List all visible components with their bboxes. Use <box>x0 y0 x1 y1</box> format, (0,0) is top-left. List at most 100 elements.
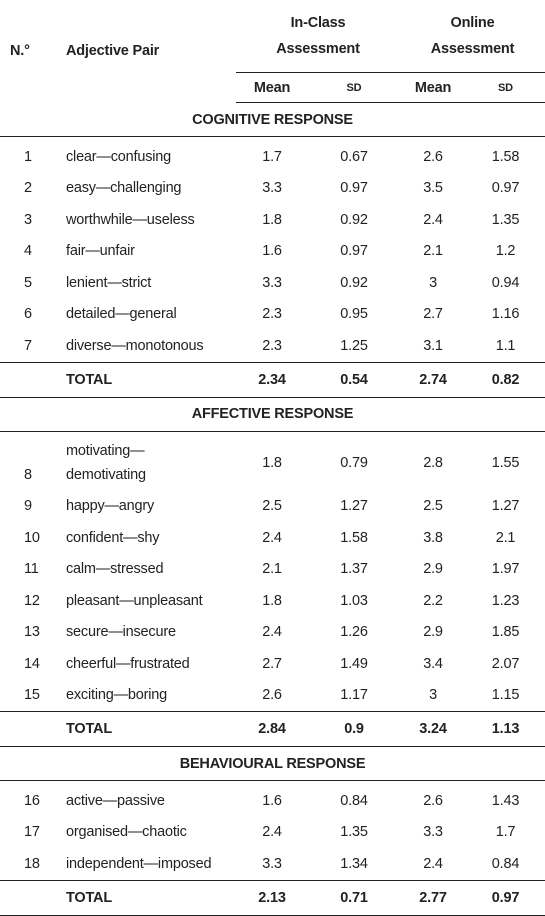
in-class-mean: 2.4 <box>262 824 282 841</box>
adjective-pair: confident—shy <box>66 529 160 546</box>
in-class-sd: 0.97 <box>340 243 368 260</box>
online-mean: 2.9 <box>423 624 443 641</box>
table-row: 8 motivating— demotivating 1.8 0.79 2.8 … <box>0 431 545 491</box>
row-number: 10 <box>24 529 40 546</box>
in-class-mean: 2.3 <box>262 337 282 354</box>
in-class-sd: 1.34 <box>340 855 368 872</box>
adjective-pair: secure—insecure <box>66 624 176 641</box>
online-sd: 0.84 <box>491 855 520 872</box>
adjective-pair: worthwhile—useless <box>66 211 195 228</box>
adjective-pair: motivating— demotivating <box>58 431 236 491</box>
in-class-sd: 0.92 <box>340 211 368 228</box>
online-sd: 0.94 <box>491 274 520 291</box>
adjective-pair: exciting—boring <box>66 687 167 704</box>
table-row: 9 happy—angry 2.5 1.27 2.5 1.27 <box>0 491 545 523</box>
adjective-pair: detailed—general <box>66 306 177 323</box>
section-title-affective: AFFECTIVE RESPONSE <box>0 397 545 432</box>
online-mean: 3.3 <box>423 824 443 841</box>
in-class-mean: 1.8 <box>262 592 282 609</box>
table-row: 18 independent—imposed 3.3 1.34 2.4 0.84 <box>0 848 545 880</box>
adjective-pair: diverse—monotonous <box>66 337 204 354</box>
table-row: 1 clear—confusing 1.7 0.67 2.6 1.58 <box>0 137 545 173</box>
online-mean: 2.4 <box>423 211 443 228</box>
online-sd: 1.85 <box>491 624 520 641</box>
in-class-mean-header: Mean <box>236 72 308 103</box>
total-in-class-sd: 0.9 <box>308 711 400 747</box>
online-sd: 0.97 <box>491 180 520 197</box>
total-in-class-sd: 0.71 <box>308 879 400 916</box>
online-sd: 1.43 <box>491 792 520 809</box>
online-sd: 1.27 <box>491 498 520 515</box>
table-row: 10 confident—shy 2.4 1.58 3.8 2.1 <box>0 522 545 554</box>
in-class-mean: 2.1 <box>262 561 282 578</box>
row-number: 18 <box>24 855 40 872</box>
online-sd: 1.97 <box>491 561 520 578</box>
row-number: 3 <box>24 211 32 228</box>
adjective-pair: happy—angry <box>66 498 155 515</box>
total-online-mean: 2.74 <box>400 361 466 398</box>
total-online-mean: 2.77 <box>400 879 466 916</box>
adjective-pair: active—passive <box>66 792 165 809</box>
online-sd: 1.16 <box>491 306 520 323</box>
table-row: 11 calm—stressed 2.1 1.37 2.9 1.97 <box>0 554 545 586</box>
in-class-sd: 0.67 <box>340 148 368 165</box>
in-class-mean: 1.6 <box>262 792 282 809</box>
row-number: 13 <box>24 624 40 641</box>
online-mean: 3.8 <box>423 529 443 546</box>
online-sd: 1.15 <box>491 687 520 704</box>
online-mean: 2.2 <box>423 592 443 609</box>
adjective-pair: fair—unfair <box>66 243 135 260</box>
in-class-sd: 0.92 <box>340 274 368 291</box>
in-class-sd: 1.26 <box>340 624 368 641</box>
online-sd: 1.2 <box>495 243 516 260</box>
adjective-pair: clear—confusing <box>66 148 171 165</box>
adjective-pair: easy—challenging <box>66 180 182 197</box>
row-number: 11 <box>24 561 39 578</box>
total-online-sd: 0.97 <box>466 879 545 916</box>
section-title-behavioural: BEHAVIOURAL RESPONSE <box>0 746 545 781</box>
total-row-behavioural: TOTAL 2.13 0.71 2.77 0.97 <box>0 879 545 916</box>
online-mean: 3 <box>429 274 437 291</box>
online-mean: 2.4 <box>423 855 443 872</box>
row-number: 12 <box>24 592 40 609</box>
in-class-sd: 0.97 <box>340 180 368 197</box>
online-sd: 1.35 <box>491 211 520 228</box>
total-row-spacer <box>0 711 58 747</box>
row-number: 7 <box>24 337 32 354</box>
row-number: 17 <box>24 824 40 841</box>
in-class-sd: 1.49 <box>340 655 368 672</box>
in-class-sd-header: SD <box>308 72 400 103</box>
in-class-title-line1: In-Class <box>290 15 346 31</box>
in-class-mean: 1.7 <box>262 148 282 165</box>
online-sd: 1.7 <box>495 824 516 841</box>
total-online-sd: 0.82 <box>466 361 545 398</box>
total-in-class-mean: 2.34 <box>236 361 308 398</box>
row-number: 6 <box>24 306 32 323</box>
in-class-mean: 2.4 <box>262 624 282 641</box>
online-mean-header: Mean <box>400 72 466 103</box>
table-row: 16 active—passive 1.6 0.84 2.6 1.43 <box>0 781 545 817</box>
in-class-sd: 1.35 <box>340 824 368 841</box>
table-row: 6 detailed—general 2.3 0.95 2.7 1.16 <box>0 299 545 331</box>
total-row-affective: TOTAL 2.84 0.9 3.24 1.13 <box>0 711 545 747</box>
total-row-spacer <box>0 361 58 398</box>
total-label: TOTAL <box>58 879 236 916</box>
in-class-mean: 1.8 <box>262 455 282 471</box>
online-mean: 3 <box>429 687 437 704</box>
in-class-sd: 0.95 <box>340 306 368 323</box>
adjective-pair-column-header: Adjective Pair <box>66 43 160 60</box>
adjective-pair-line2: demotivating <box>66 467 146 483</box>
adjective-pair: cheerful—frustrated <box>66 655 190 672</box>
in-class-mean: 2.3 <box>262 306 282 323</box>
online-assessment-header: Online Assessment <box>400 0 545 73</box>
in-class-mean: 1.6 <box>262 243 282 260</box>
in-class-mean: 3.3 <box>262 855 282 872</box>
in-class-sd: 1.17 <box>340 687 368 704</box>
total-row-cognitive: TOTAL 2.34 0.54 2.74 0.82 <box>0 361 545 398</box>
in-class-mean: 3.3 <box>262 274 282 291</box>
row-number: 5 <box>24 274 32 291</box>
online-title-line1: Online <box>450 15 495 31</box>
table-row: 4 fair—unfair 1.6 0.97 2.1 1.2 <box>0 236 545 268</box>
table-row: 12 pleasant—unpleasant 1.8 1.03 2.2 1.23 <box>0 585 545 617</box>
